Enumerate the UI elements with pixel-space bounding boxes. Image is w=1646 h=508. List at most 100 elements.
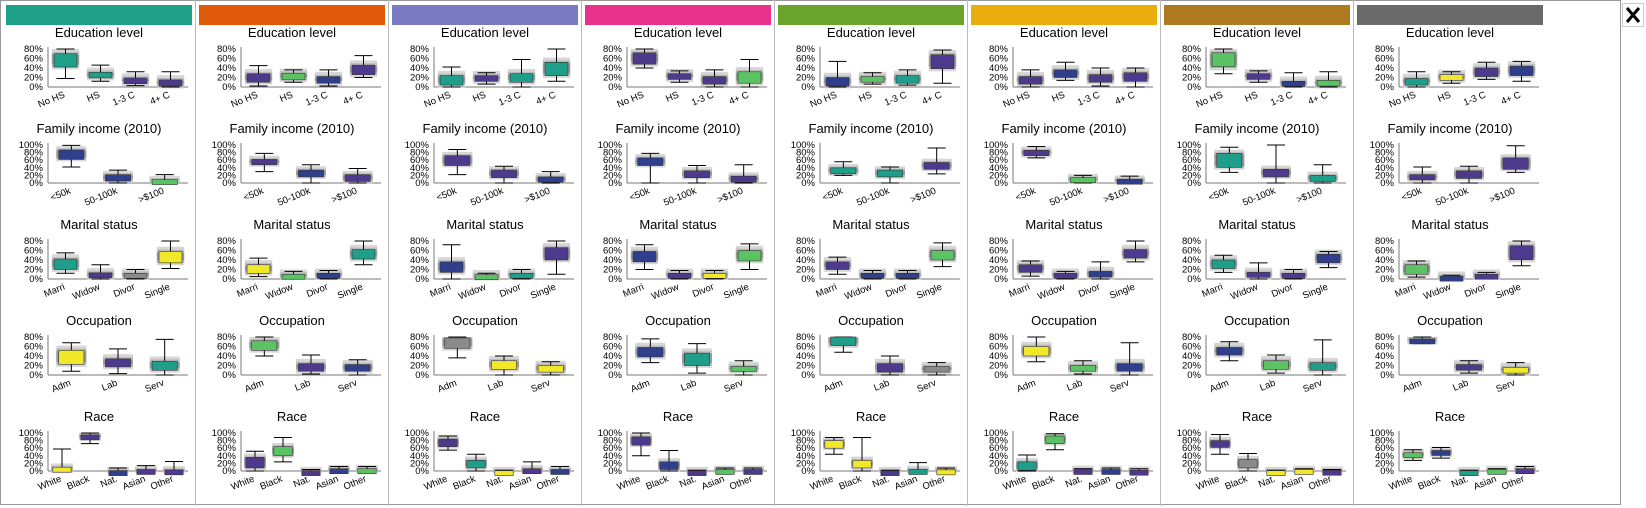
box bbox=[1023, 346, 1050, 357]
category-label: Nat. bbox=[871, 474, 891, 491]
category-label: Divor bbox=[1270, 282, 1295, 301]
y-tick-label: 40% bbox=[989, 255, 1009, 266]
window-frame bbox=[0, 0, 1621, 505]
y-tick-label: 80% bbox=[603, 44, 623, 55]
y-tick-label: 80% bbox=[410, 436, 430, 447]
y-tick-label: 0% bbox=[994, 178, 1008, 189]
y-tick-label: 80% bbox=[796, 44, 816, 55]
y-tick-label: 60% bbox=[603, 54, 623, 65]
y-tick-label: 80% bbox=[1182, 436, 1202, 447]
category-label: Black bbox=[837, 473, 863, 492]
y-tick-label: 0% bbox=[29, 466, 43, 477]
box bbox=[1210, 440, 1230, 448]
y-tick-label: 40% bbox=[796, 351, 816, 362]
category-label: <50k bbox=[49, 185, 73, 203]
box bbox=[1309, 175, 1336, 182]
y-tick-label: 20% bbox=[603, 265, 623, 276]
y-tick-label: 20% bbox=[1375, 361, 1395, 372]
category-label: Adm bbox=[50, 378, 72, 396]
box bbox=[1263, 360, 1289, 370]
box bbox=[1088, 271, 1113, 278]
y-tick-label: 20% bbox=[1182, 458, 1202, 469]
boxplot-income: 100%80%60%40%20%0% <50k 50-100k >$100 bbox=[19, 140, 188, 209]
column-separator bbox=[388, 0, 389, 506]
cluster-color-bar bbox=[6, 5, 192, 25]
box bbox=[730, 366, 757, 372]
category-label: Adm bbox=[1401, 378, 1423, 396]
boxplot-edu: 80%60%40%20%0%No HS HS 1-3 C 4+ C bbox=[603, 44, 767, 110]
category-label: 4+ C bbox=[535, 90, 558, 108]
y-tick-label: 20% bbox=[603, 458, 623, 469]
box bbox=[522, 468, 542, 475]
y-tick-label: 20% bbox=[1375, 170, 1395, 181]
box bbox=[351, 249, 376, 260]
category-label: Marri bbox=[814, 282, 838, 300]
category-label: HS bbox=[471, 90, 487, 105]
y-tick-label: 80% bbox=[796, 148, 816, 159]
y-tick-label: 80% bbox=[217, 436, 237, 447]
close-button[interactable] bbox=[1622, 3, 1644, 27]
category-label: Nat. bbox=[292, 474, 312, 491]
y-tick-label: 40% bbox=[796, 255, 816, 266]
category-label: Marri bbox=[428, 282, 452, 300]
box bbox=[1216, 347, 1243, 356]
category-label: <50k bbox=[1207, 185, 1231, 203]
box bbox=[1309, 362, 1336, 371]
category-label: 4+ C bbox=[1307, 90, 1330, 108]
box bbox=[509, 272, 534, 279]
section-title-race: Race bbox=[855, 409, 887, 424]
y-tick-label: 100% bbox=[212, 428, 237, 439]
category-label: Widow bbox=[650, 282, 681, 303]
y-tick-label: 80% bbox=[603, 436, 623, 447]
y-tick-label: 0% bbox=[1187, 370, 1201, 381]
section-title-race: Race bbox=[1241, 409, 1273, 424]
boxplot-edu: 80%60%40%20%0%No HS HS 1-3 C 4+ C bbox=[1375, 44, 1539, 110]
y-tick-label: 40% bbox=[24, 63, 44, 74]
section-title-race: Race bbox=[469, 409, 501, 424]
y-tick-label: 20% bbox=[24, 73, 44, 84]
y-tick-label: 0% bbox=[994, 82, 1008, 93]
y-tick-label: 100% bbox=[1177, 140, 1202, 151]
y-tick-label: 40% bbox=[24, 163, 44, 174]
y-tick-label: 40% bbox=[796, 163, 816, 174]
y-tick-label: 20% bbox=[410, 361, 430, 372]
category-label: Lab bbox=[100, 378, 119, 394]
y-tick-label: 100% bbox=[1370, 428, 1395, 439]
category-label: HS bbox=[664, 90, 680, 105]
boxplot-income: 100%80%60%40%20%0% <50k 50-100k >$100 bbox=[1370, 140, 1539, 209]
category-label: HS bbox=[1436, 90, 1452, 105]
box bbox=[439, 75, 464, 86]
box bbox=[1070, 365, 1096, 372]
box bbox=[438, 438, 458, 447]
section-title-income: Family income (2010) bbox=[229, 121, 355, 136]
category-label: >$100 bbox=[523, 186, 552, 206]
category-label: Widow bbox=[71, 282, 102, 303]
box bbox=[1073, 469, 1093, 475]
box bbox=[930, 54, 955, 69]
category-label: Nat. bbox=[1257, 474, 1277, 491]
box bbox=[930, 250, 955, 261]
y-tick-label: 20% bbox=[989, 170, 1009, 181]
boxplot-income: 100%80%60%40%20%0% <50k 50-100k >$100 bbox=[598, 140, 767, 209]
boxplot-occupation: 80%60%40%20%0% Adm Lab Serv bbox=[1375, 332, 1539, 396]
category-label: Divor bbox=[112, 282, 137, 301]
category-label: HS bbox=[85, 90, 101, 105]
box bbox=[1456, 364, 1482, 371]
box bbox=[1101, 469, 1121, 475]
y-tick-label: 60% bbox=[989, 443, 1009, 454]
y-tick-label: 40% bbox=[989, 163, 1009, 174]
category-label: Nat. bbox=[1064, 474, 1084, 491]
boxplot-occupation: 80%60%40%20%0% Adm Lab Serv bbox=[1182, 332, 1346, 395]
box bbox=[509, 73, 534, 83]
close-icon bbox=[1625, 7, 1641, 23]
y-tick-label: 40% bbox=[24, 451, 44, 462]
category-label: Divor bbox=[691, 282, 716, 301]
category-label: 50-100k bbox=[276, 185, 312, 208]
category-label: <50k bbox=[435, 185, 459, 203]
y-tick-label: 80% bbox=[603, 332, 623, 343]
category-label: Other bbox=[1500, 474, 1526, 493]
y-tick-label: 20% bbox=[989, 361, 1009, 372]
y-tick-label: 60% bbox=[603, 246, 623, 257]
boxplot-occupation: 80%60%40%20%0% Adm Lab Serv bbox=[796, 332, 960, 395]
y-tick-label: 20% bbox=[217, 458, 237, 469]
